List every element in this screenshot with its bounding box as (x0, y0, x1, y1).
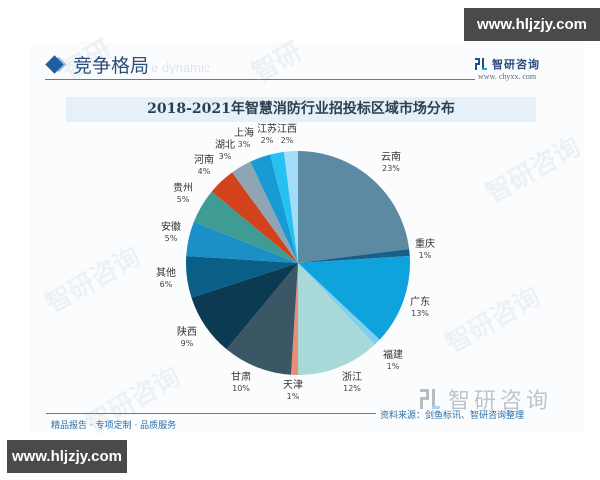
slice-label-name: 广东 (410, 297, 430, 308)
slice-label: 贵州 5% (173, 183, 193, 204)
brand-logo-text: 智研咨询 (492, 58, 540, 71)
slice-label-name: 天津 (283, 380, 303, 391)
slice-label: 其他 6% (156, 268, 176, 289)
slice-label: 广东 13% (410, 297, 430, 318)
slice-label: 陕西 9% (177, 327, 197, 348)
brand-logo-icon (475, 58, 487, 70)
footer-tagline: 精品报告 · 专项定制 · 品质服务 (51, 421, 177, 431)
slice-label-name: 安徽 (161, 222, 181, 233)
pie-slice (290, 263, 298, 375)
slice-label-name: 湖北 (215, 140, 235, 151)
pie-slice (191, 263, 298, 350)
slice-label: 湖北 3% (215, 140, 235, 161)
slice-label-name: 贵州 (173, 183, 193, 194)
slice-label: 重庆 1% (415, 239, 435, 260)
slice-label-name: 福建 (383, 350, 403, 361)
slice-label-value: 5% (164, 233, 178, 243)
slice-label-name: 河南 (194, 155, 214, 166)
slice-label-value: 13% (411, 308, 429, 318)
slice-label-value: 12% (343, 383, 361, 393)
footer-divider (46, 413, 376, 414)
slice-label: 上海 3% (234, 128, 254, 149)
footer-logo: 智研咨询 (420, 383, 552, 415)
pie-slice (226, 263, 298, 375)
slice-label: 福建 1% (383, 350, 403, 371)
data-source: 资料来源：剑鱼标讯、智研咨询整理 (380, 411, 525, 421)
section-ghost-text: e dynamic (151, 59, 211, 75)
pie-slice (185, 255, 298, 298)
site-watermark-bottom: www.hljzjy.com (7, 440, 127, 473)
slice-label-name: 甘肃 (231, 372, 251, 383)
slice-label-value: 2% (260, 135, 274, 145)
slice-label-value: 1% (286, 391, 300, 401)
chart-title: 2018-2021年智慧消防行业招投标区域市场分布 (147, 101, 455, 117)
slice-label: 江苏 2% (257, 124, 277, 145)
brand-url: www. chyxx. com (478, 72, 537, 81)
pie-slice (298, 255, 411, 340)
slice-label-name: 陕西 (177, 327, 197, 338)
section-divider (45, 79, 475, 80)
section-title: 竞争格局 (73, 54, 150, 77)
pie-slice (186, 221, 298, 263)
slice-label-name: 江苏 (257, 124, 277, 135)
slice-label-value: 3% (237, 139, 251, 149)
pie-slice (283, 151, 298, 263)
brand-logo: 智研咨询 (475, 56, 540, 72)
pie-slice (298, 263, 380, 345)
slice-label: 云南 23% (381, 152, 401, 173)
slice-label-name: 重庆 (415, 239, 435, 250)
slice-label-name: 其他 (156, 268, 176, 279)
slice-label-name: 江西 (277, 124, 297, 135)
slice-label-name: 浙江 (342, 372, 362, 383)
slice-label-name: 云南 (381, 152, 401, 163)
slice-label: 河南 4% (194, 155, 214, 176)
slice-label-value: 1% (386, 361, 400, 371)
pie-slice (298, 248, 410, 263)
slice-label-value: 9% (180, 338, 194, 348)
slice-label: 江西 2% (277, 124, 297, 145)
pie-slice (250, 154, 298, 263)
slice-label: 天津 1% (283, 380, 303, 401)
pie-slice (193, 191, 298, 263)
slice-label-value: 5% (176, 194, 190, 204)
slice-label-value: 23% (382, 163, 400, 173)
footer-logo-icon (420, 389, 440, 409)
pie-slice (232, 161, 298, 263)
pie-slice (298, 151, 410, 263)
slice-label-value: 2% (280, 135, 294, 145)
pie-slice (211, 172, 298, 263)
slice-label: 安徽 5% (161, 222, 181, 243)
slice-label: 浙江 12% (342, 372, 362, 393)
slice-label-value: 1% (418, 250, 432, 260)
pie-slice (298, 263, 375, 375)
pie-slice (270, 151, 298, 263)
section-header: 竞争格局 e dynamic (45, 52, 211, 77)
slice-label: 甘肃 10% (231, 372, 251, 393)
slice-label-value: 4% (197, 166, 211, 176)
slice-label-name: 上海 (234, 128, 254, 139)
chart-title-banner (66, 97, 536, 122)
slice-label-value: 3% (218, 151, 232, 161)
slice-label-value: 10% (232, 383, 250, 393)
site-watermark-top: www.hljzjy.com (464, 8, 600, 41)
slice-label-value: 6% (159, 279, 173, 289)
footer-logo-text: 智研咨询 (448, 389, 553, 414)
